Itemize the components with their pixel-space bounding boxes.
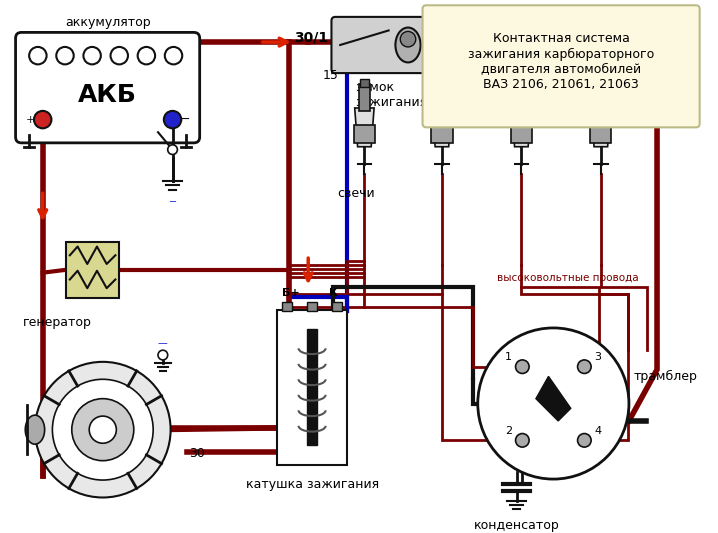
Text: 3: 3: [595, 352, 602, 362]
Circle shape: [72, 399, 134, 461]
Text: −: −: [180, 113, 190, 126]
FancyBboxPatch shape: [332, 17, 426, 73]
Bar: [516, 84, 527, 111]
Text: 4: 4: [595, 426, 602, 435]
Text: аккумулятор: аккумулятор: [65, 15, 151, 29]
Text: К: К: [329, 288, 338, 298]
Bar: [282, 302, 292, 311]
Ellipse shape: [25, 415, 45, 444]
Bar: [436, 84, 448, 111]
Bar: [307, 302, 317, 311]
Bar: [360, 79, 369, 87]
Bar: [516, 79, 526, 87]
Circle shape: [516, 433, 529, 447]
Bar: [307, 329, 317, 445]
Polygon shape: [536, 376, 571, 421]
Text: АКБ: АКБ: [78, 83, 137, 107]
FancyBboxPatch shape: [422, 5, 699, 127]
Circle shape: [35, 362, 171, 497]
Circle shape: [477, 328, 629, 479]
Polygon shape: [512, 108, 531, 147]
Circle shape: [158, 350, 168, 360]
Polygon shape: [355, 108, 374, 147]
Text: Б+: Б+: [282, 288, 299, 298]
Circle shape: [164, 111, 181, 128]
Circle shape: [111, 47, 128, 64]
Text: +: +: [25, 115, 34, 125]
Text: свечи: свечи: [337, 187, 375, 200]
Text: −: −: [169, 197, 177, 207]
Circle shape: [165, 47, 182, 64]
Circle shape: [168, 145, 177, 155]
Polygon shape: [591, 108, 610, 147]
Text: высоковольтные провода: высоковольтные провода: [497, 272, 639, 282]
Bar: [332, 302, 342, 311]
Circle shape: [29, 47, 47, 64]
Circle shape: [400, 31, 416, 47]
Bar: [354, 125, 375, 143]
Text: 1: 1: [505, 352, 512, 362]
Text: катушка зажигания: катушка зажигания: [246, 478, 378, 491]
Circle shape: [34, 111, 52, 128]
Circle shape: [138, 47, 155, 64]
Bar: [595, 84, 607, 111]
Text: —: —: [158, 338, 168, 348]
Circle shape: [56, 47, 74, 64]
Text: конденсатор: конденсатор: [474, 519, 559, 532]
Bar: [590, 125, 612, 143]
Bar: [66, 241, 119, 298]
Text: генератор: генератор: [23, 316, 92, 329]
Text: 2: 2: [505, 426, 513, 435]
Circle shape: [577, 360, 591, 374]
Circle shape: [83, 47, 101, 64]
Ellipse shape: [396, 28, 421, 62]
Bar: [510, 125, 532, 143]
Text: 15: 15: [322, 69, 338, 82]
Text: трамблер: трамблер: [634, 370, 698, 383]
Text: замок
зажигания: замок зажигания: [355, 81, 426, 109]
Polygon shape: [432, 108, 452, 147]
FancyBboxPatch shape: [16, 33, 200, 143]
Text: 30/1: 30/1: [294, 30, 328, 44]
Text: 30: 30: [189, 447, 205, 461]
Bar: [277, 310, 347, 465]
Circle shape: [52, 379, 153, 480]
Circle shape: [577, 433, 591, 447]
Bar: [358, 84, 370, 111]
Circle shape: [516, 360, 529, 374]
Bar: [596, 79, 606, 87]
Text: Контактная система
зажигания карбюраторного
двигателя автомобилей
ВАЗ 2106, 2106: Контактная система зажигания карбюраторн…: [468, 33, 654, 91]
Bar: [437, 79, 447, 87]
Circle shape: [89, 416, 116, 443]
Bar: [432, 125, 452, 143]
